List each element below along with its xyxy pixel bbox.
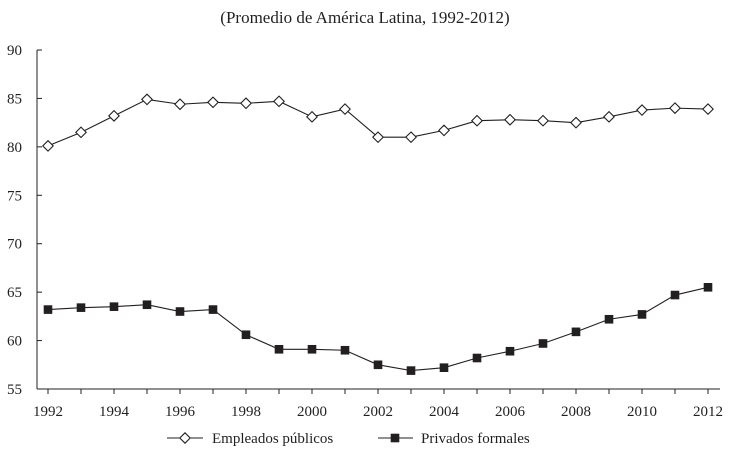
x-tick-label: 2012 [693,404,723,420]
y-tick-label: 85 [7,91,22,107]
series-layer [42,93,714,375]
data-point-diamond [174,98,186,111]
data-point-diamond [240,97,252,110]
data-point-square [307,344,317,354]
y-tick-label: 90 [7,43,22,59]
data-point-square [571,327,581,337]
data-point-square [274,344,284,354]
data-point-square [142,300,152,310]
data-point-diamond [339,103,351,116]
series-privados-formales [43,283,713,375]
x-tick-label: 2008 [561,404,591,420]
data-point-diamond [42,139,54,152]
x-tick-label: 1994 [99,404,130,420]
data-point-square [241,330,251,340]
data-point-diamond [603,110,615,123]
data-point-square [472,353,482,363]
data-point-diamond [273,95,285,108]
data-point-square [439,363,449,372]
legend: Empleados públicos Privados formales [167,431,530,447]
legend-label-empleados: Empleados públicos [212,431,333,447]
series-line [47,286,709,372]
data-point-diamond [669,102,681,115]
y-tick-label: 80 [7,140,22,156]
data-point-square [175,307,185,316]
x-tick-label: 2000 [297,404,327,420]
x-tick-label: 1992 [33,404,63,420]
x-tick-label: 1998 [231,404,261,420]
data-point-square [208,305,218,314]
data-point-square [703,283,713,292]
data-point-square [538,339,548,348]
y-tick-label: 55 [7,382,22,398]
data-point-diamond [504,113,516,126]
x-tick-label: 2010 [627,404,657,420]
chart-subtitle: (Promedio de América Latina, 1992-2012) [220,8,509,27]
data-point-diamond [75,126,87,139]
data-point-diamond [537,114,549,127]
x-tick-label: 1996 [165,404,196,420]
legend-marker-square [390,433,400,443]
data-point-square [109,302,119,311]
data-point-square [373,360,383,370]
x-tick-label: 2006 [495,404,526,420]
y-tick-label: 75 [7,188,22,204]
legend-marker-diamond [179,432,191,444]
data-point-square [637,310,647,319]
data-point-diamond [306,110,318,123]
axes: 55 60 65 70 75 80 85 90 1992 1994 1996 1998 2000 2002… [7,43,723,420]
data-point-diamond [471,114,483,127]
data-point-diamond [207,96,219,109]
y-tick-label: 70 [7,237,22,253]
data-point-diamond [570,116,582,129]
data-point-square [76,303,86,312]
y-tick-label: 65 [7,285,22,301]
data-point-diamond [141,93,153,106]
data-point-diamond [702,103,714,116]
data-point-square [43,305,53,314]
data-point-diamond [438,124,450,137]
data-point-diamond [108,109,120,122]
data-point-square [340,345,350,355]
data-point-diamond [636,104,648,117]
x-tick-label: 2002 [363,404,393,420]
series-empleados-publicos [42,93,714,152]
data-point-square [406,366,416,375]
data-point-square [670,290,680,300]
legend-label-privados: Privados formales [421,431,530,447]
x-tick-label: 2004 [429,404,460,420]
data-point-diamond [405,131,417,144]
data-point-diamond [372,131,384,144]
data-point-square [604,314,614,324]
y-tick-label: 60 [7,334,22,350]
data-point-square [505,346,515,356]
